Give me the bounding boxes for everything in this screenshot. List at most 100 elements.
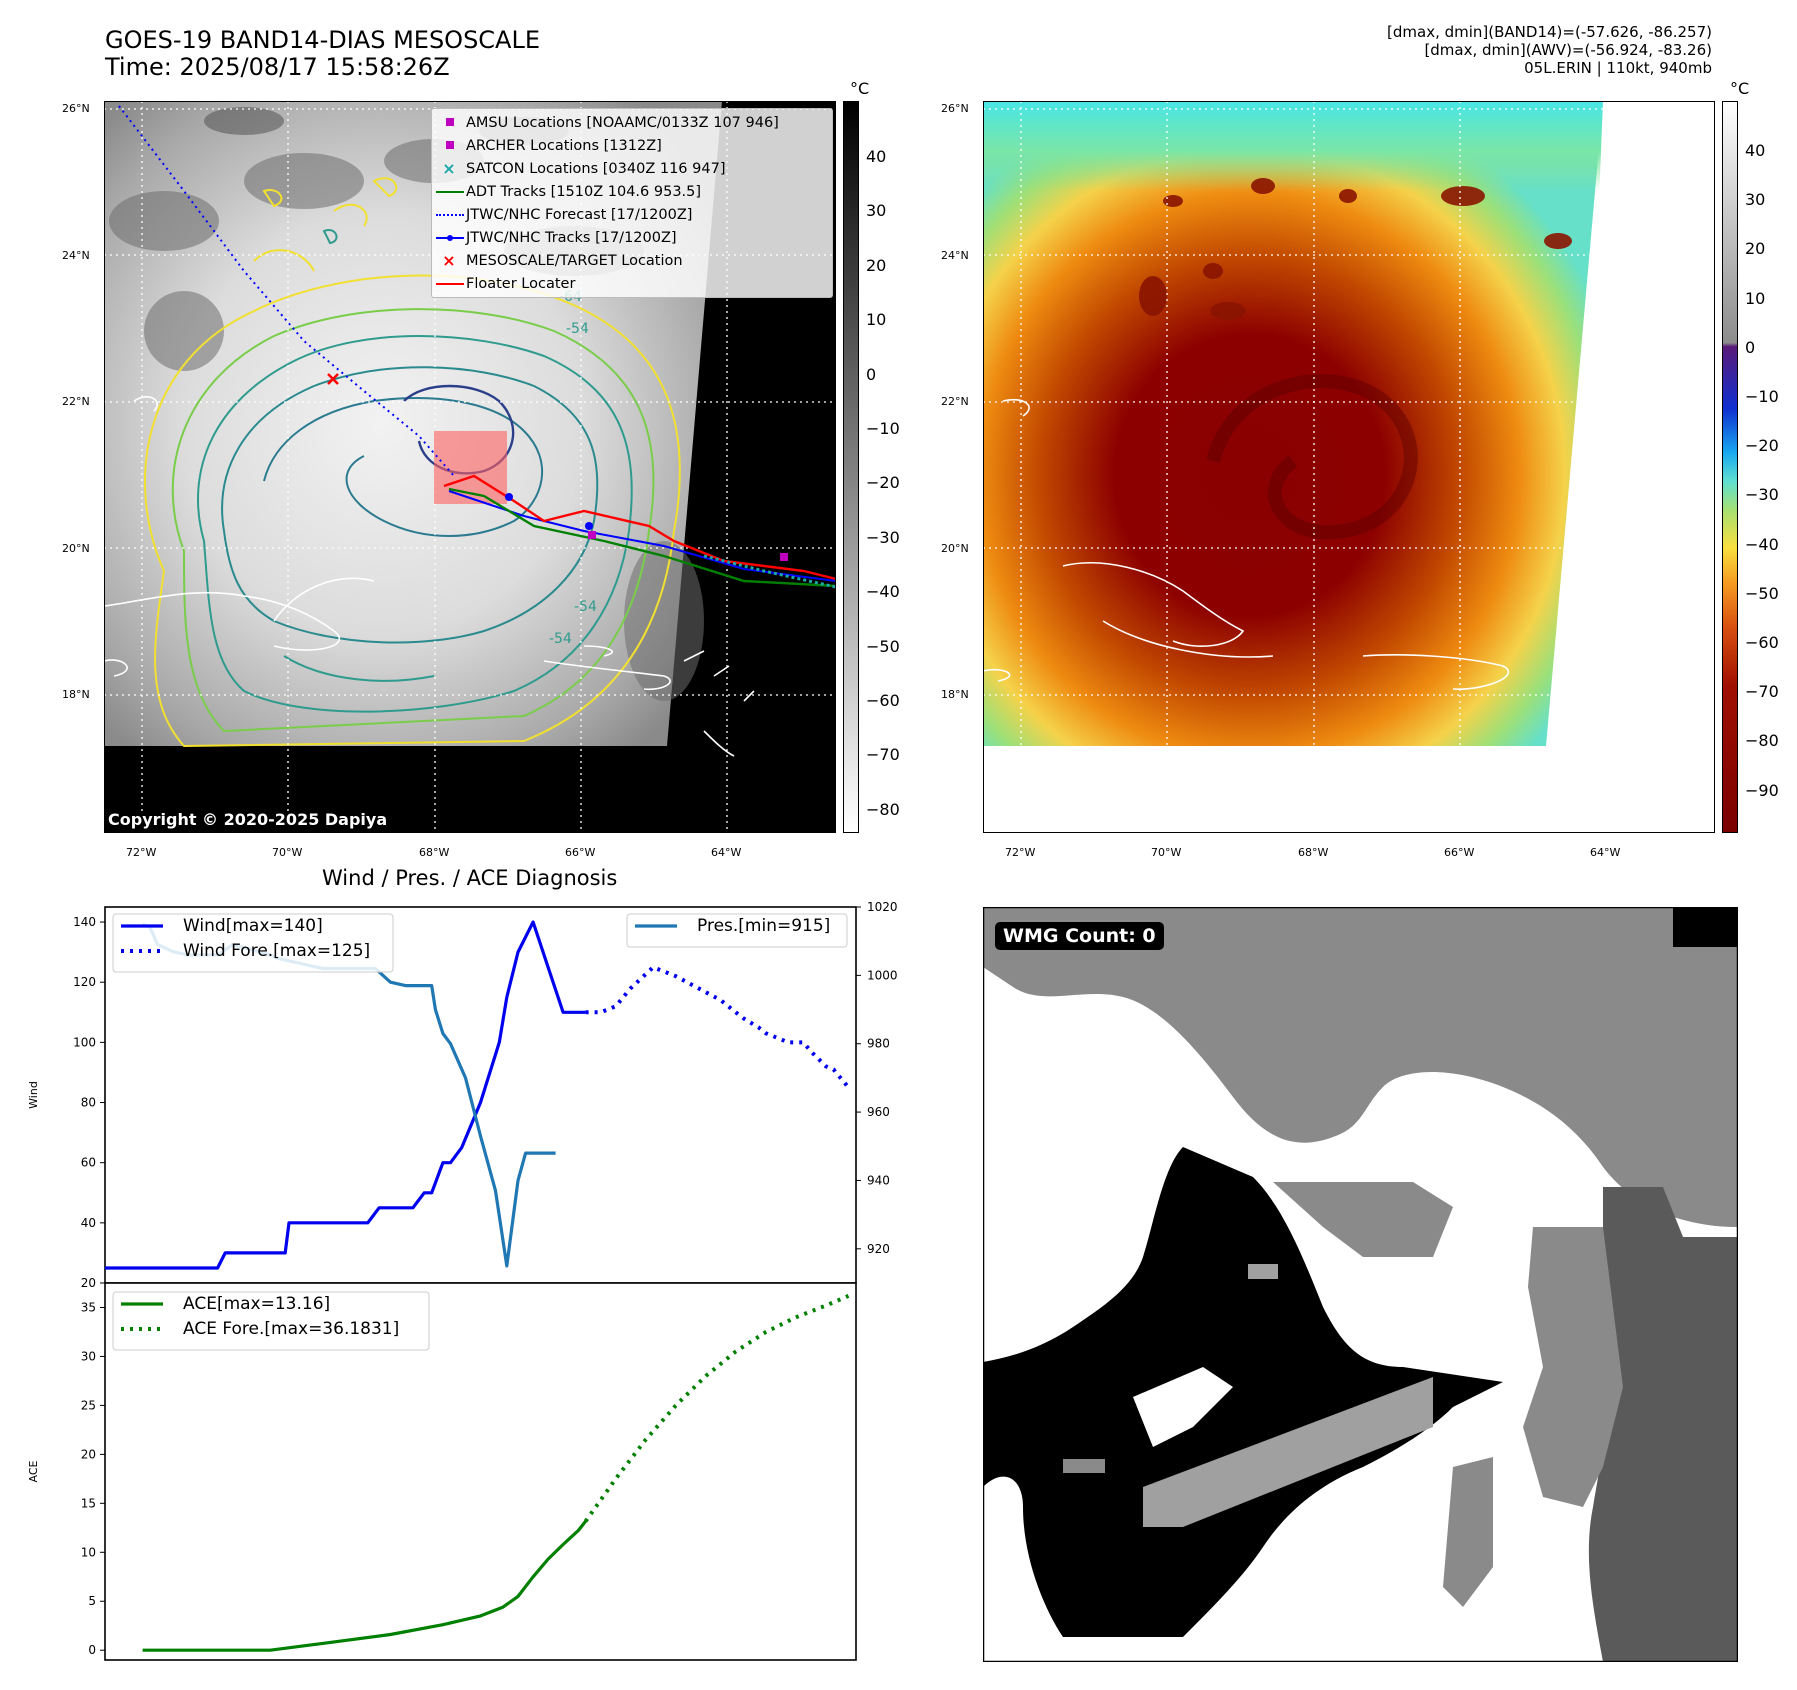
contour-label: -54	[549, 631, 572, 647]
figure-time: Time: 2025/08/17 15:58:26Z	[105, 54, 450, 81]
figure-title: GOES-19 BAND14-DIAS MESOSCALE	[105, 27, 540, 54]
y-axis-label: Wind	[27, 1081, 40, 1109]
colorbar-unit: °C	[850, 79, 869, 98]
y-tick-label: 40	[81, 1216, 96, 1230]
y-right-tick-label: 960	[867, 1105, 890, 1119]
y-right-tick-label: 980	[867, 1037, 890, 1051]
copyright-text: Copyright © 2020-2025 Dapiya	[108, 810, 387, 829]
legend-item: Floater Locater	[432, 272, 832, 295]
lat-label: 22°N	[941, 395, 969, 408]
y-tick-label: 100	[73, 1035, 96, 1049]
lat-label: 26°N	[941, 102, 969, 115]
colorbar-tick: −10	[866, 419, 900, 438]
lon-label: 68°W	[1298, 846, 1328, 859]
legend-label: Pres.[min=915]	[697, 916, 830, 936]
colorbar-tick: −10	[1745, 387, 1779, 406]
chart-legend: Pres.[min=915]	[627, 914, 847, 947]
colorbar-tick: −50	[1745, 584, 1779, 603]
colorbar-tick: 20	[1745, 239, 1765, 258]
lat-label: 24°N	[941, 249, 969, 262]
y-right-axis-label: Pressure	[928, 1071, 930, 1118]
y-tick-label: 35	[81, 1300, 96, 1314]
lat-label: 24°N	[62, 249, 90, 262]
wmg-panel: WMG Count: 0	[983, 907, 1738, 1662]
legend-item: ARCHER Locations [1312Z]	[432, 134, 832, 157]
chart-legend: Wind[max=140] Wind Fore.[max=125]	[113, 914, 393, 972]
y-tick-label: 120	[73, 975, 96, 989]
contour-label: -54	[574, 599, 597, 615]
lon-label: 70°W	[272, 846, 302, 859]
colorbar-tick: 30	[866, 201, 886, 220]
legend-item: JTWC/NHC Tracks [17/1200Z]	[432, 226, 832, 249]
legend-item: × SATCON Locations [0340Z 116 947]	[432, 157, 832, 180]
ir-colorbar	[843, 101, 859, 833]
info-storm: 05L.ERIN | 110kt, 940mb	[1012, 59, 1712, 77]
chart-legend: ACE[max=13.16] ACE Fore.[max=36.1831]	[113, 1292, 429, 1350]
diagnosis-title: Wind / Pres. / ACE Diagnosis	[322, 866, 617, 890]
colorbar-tick: −70	[1745, 682, 1779, 701]
contour-label: -54	[566, 321, 589, 337]
amsu-location	[780, 553, 788, 561]
y-tick-label: 15	[81, 1496, 96, 1510]
colorbar-tick: −90	[1745, 781, 1779, 800]
ir-map-panel: -64 -54 -54 -54	[104, 101, 836, 833]
lon-label: 66°W	[565, 846, 595, 859]
legend-label: ACE[max=13.16]	[183, 1294, 330, 1314]
y-right-tick-label: 1000	[867, 968, 898, 982]
colorbar-tick: −40	[1745, 535, 1779, 554]
colorbar-tick: 10	[1745, 289, 1765, 308]
colorbar-tick: −30	[866, 528, 900, 547]
y-tick-label: 140	[73, 915, 96, 929]
awv-colorbar	[1722, 101, 1738, 833]
lon-label: 64°W	[1590, 846, 1620, 859]
legend-label: Wind Fore.[max=125]	[183, 941, 370, 961]
awv-map-panel	[983, 101, 1715, 833]
colorbar-tick: −60	[866, 691, 900, 710]
colorbar-tick: 30	[1745, 190, 1765, 209]
lon-label: 72°W	[1005, 846, 1035, 859]
colorbar-tick: −80	[866, 800, 900, 819]
colorbar-tick: −50	[866, 637, 900, 656]
colorbar-tick: 0	[866, 365, 876, 384]
colorbar-tick: 40	[866, 147, 886, 166]
colorbar-tick: 20	[866, 256, 886, 275]
lat-label: 18°N	[941, 688, 969, 701]
colorbar-unit: °C	[1730, 79, 1749, 98]
colorbar-tick: 40	[1745, 141, 1765, 160]
map-legend: AMSU Locations [NOAAMC/0133Z 107 946] AR…	[431, 108, 833, 298]
lon-label: 68°W	[419, 846, 449, 859]
colorbar-tick: −40	[866, 582, 900, 601]
archer-location	[588, 531, 596, 539]
lon-label: 72°W	[126, 846, 156, 859]
lat-label: 26°N	[62, 102, 90, 115]
y-tick-label: 80	[81, 1096, 96, 1110]
y-tick-label: 60	[81, 1156, 96, 1170]
info-box: [dmax, dmin](BAND14)=(-57.626, -86.257) …	[1012, 23, 1712, 77]
lat-label: 22°N	[62, 395, 90, 408]
y-axis-label: ACE	[27, 1460, 40, 1482]
y-tick-label: 30	[81, 1349, 96, 1363]
y-right-tick-label: 920	[867, 1242, 890, 1256]
y-tick-label: 10	[81, 1545, 96, 1559]
colorbar-tick: −80	[1745, 731, 1779, 750]
wind-pressure-chart: 20 40 60 80 100 120 140 920 940 960 980 1000 1020 Win…	[0, 895, 930, 1295]
y-tick-label: 25	[81, 1398, 96, 1412]
legend-item: × MESOSCALE/TARGET Location	[432, 249, 832, 272]
wmg-count-label: WMG Count: 0	[995, 922, 1164, 950]
info-band14-range: [dmax, dmin](BAND14)=(-57.626, -86.257)	[1012, 23, 1712, 41]
legend-label: ACE Fore.[max=36.1831]	[183, 1319, 399, 1339]
colorbar-tick: −70	[866, 745, 900, 764]
colorbar-tick: −60	[1745, 633, 1779, 652]
y-tick-label: 0	[88, 1643, 96, 1657]
legend-item: ADT Tracks [1510Z 104.6 953.5]	[432, 180, 832, 203]
lon-label: 66°W	[1444, 846, 1474, 859]
lon-label: 64°W	[711, 846, 741, 859]
ace-chart: 0 5 10 15 20 25 30 35 ACE ACE[max=13.16] ACE Fore.…	[0, 1280, 930, 1680]
lon-label: 70°W	[1151, 846, 1181, 859]
info-awv-range: [dmax, dmin](AWV)=(-56.924, -83.26)	[1012, 41, 1712, 59]
legend-item: JTWC/NHC Forecast [17/1200Z]	[432, 203, 832, 226]
colorbar-tick: −30	[1745, 485, 1779, 504]
lat-label: 20°N	[941, 542, 969, 555]
y-right-tick-label: 1020	[867, 900, 898, 914]
lat-label: 20°N	[62, 542, 90, 555]
